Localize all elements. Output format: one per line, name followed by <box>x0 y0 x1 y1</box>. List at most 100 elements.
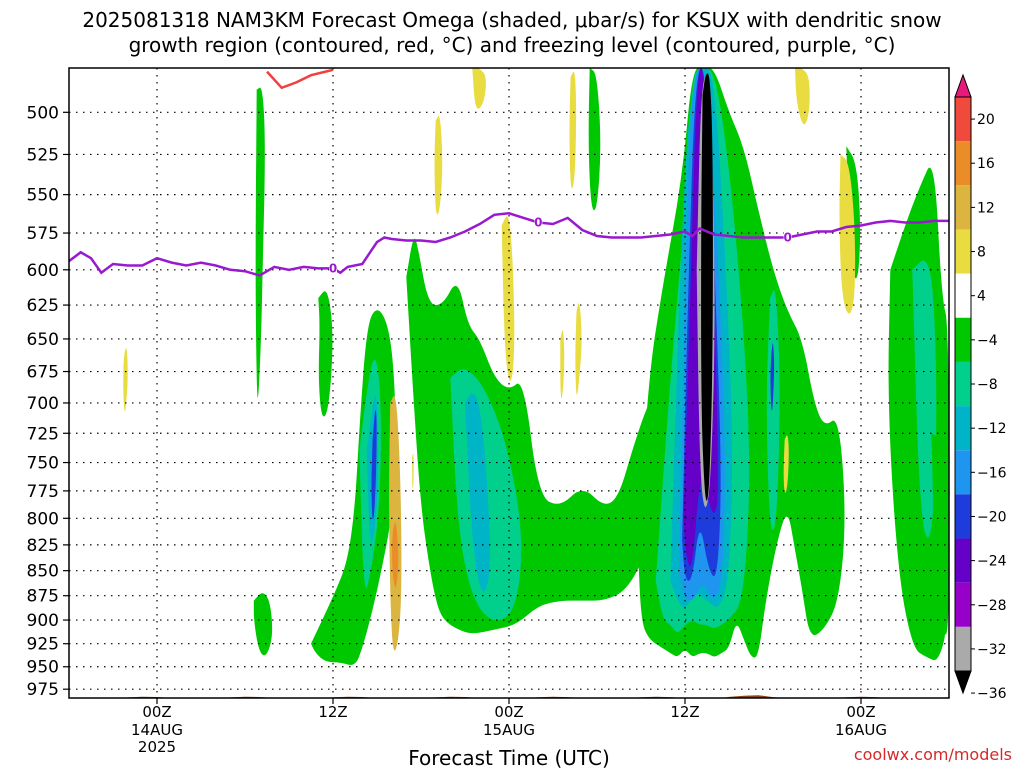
y-tick-label: 725 <box>27 424 59 444</box>
omega-region-2 <box>318 291 333 417</box>
x-tick-year: 2025 <box>138 738 176 756</box>
y-tick-label: 575 <box>27 224 59 244</box>
colorbar-cell <box>955 450 971 495</box>
omega-shading <box>123 68 949 665</box>
colorbar-label: −36 <box>977 686 1007 702</box>
omega-region-25 <box>701 73 713 501</box>
colorbar-cell <box>955 273 971 318</box>
colorbar-label: −16 <box>977 465 1007 481</box>
colorbar-label: 12 <box>977 200 995 216</box>
omega-region-17 <box>472 68 486 109</box>
omega-region-14 <box>434 115 443 215</box>
omega-region-1 <box>255 87 265 398</box>
x-tick-date: 14AUG <box>131 721 183 739</box>
freezing-level-line <box>69 212 949 277</box>
omega-region-16 <box>588 68 601 211</box>
y-tick-label: 950 <box>27 658 59 678</box>
colorbar-cell <box>955 626 971 671</box>
y-tick-label: 525 <box>27 145 59 165</box>
omega-region-34 <box>783 435 789 493</box>
y-tick-label: 500 <box>27 103 59 123</box>
colorbar-cell <box>955 229 971 274</box>
omega-region-12 <box>465 393 490 592</box>
omega-region-32 <box>766 290 780 531</box>
y-tick-label: 925 <box>27 635 59 655</box>
colorbar-cell <box>955 141 971 186</box>
colorbar-bottom-arrow <box>954 670 972 695</box>
omega-region-13 <box>501 216 515 381</box>
omega-region-31 <box>931 433 949 635</box>
colorbar-label: 16 <box>977 156 995 172</box>
grid-lines <box>69 68 949 698</box>
x-tick-date: 16AUG <box>835 721 887 739</box>
colorbar-label: −8 <box>977 377 998 393</box>
y-tick-label: 825 <box>27 536 59 556</box>
colorbar-label: 8 <box>977 245 986 261</box>
colorbar-label: −20 <box>977 509 1007 525</box>
omega-region-15 <box>575 303 582 395</box>
chart-title-line-2: growth region (contoured, red, °C) and f… <box>129 33 896 57</box>
y-tick-label: 775 <box>27 482 59 502</box>
freezing-label-bg <box>329 262 337 275</box>
y-tick-label: 900 <box>27 611 59 631</box>
colorbar-cell <box>955 317 971 362</box>
y-tick-label: 800 <box>27 509 59 529</box>
omega-region-0 <box>123 347 128 412</box>
y-tick-label: 975 <box>27 680 59 700</box>
y-tick-label: 650 <box>27 330 59 350</box>
omega-region-7 <box>371 410 377 520</box>
omega-region-36 <box>560 330 565 399</box>
dgz-contour-line <box>266 68 334 90</box>
omega-region-28 <box>839 154 856 314</box>
omega-region-30 <box>912 260 937 538</box>
watermark: coolwx.com/models <box>854 745 1012 764</box>
omega-region-37 <box>412 453 414 489</box>
freezing-level-contour-label: 0 <box>534 215 542 229</box>
colorbar-label: −12 <box>977 421 1007 437</box>
colorbar-top-arrow <box>954 73 972 98</box>
x-tick-label: 00Z <box>494 703 523 721</box>
x-axis-label: Forecast Time (UTC) <box>408 746 610 768</box>
colorbar-cell <box>955 185 971 230</box>
freezing-label-bg <box>534 216 543 229</box>
y-tick-label: 750 <box>27 454 59 474</box>
y-tick-label: 850 <box>27 562 59 582</box>
x-tick-label: 00Z <box>846 703 875 721</box>
omega-region-33 <box>770 343 775 411</box>
contour-lines: 0 0 0 <box>69 68 949 277</box>
colorbar-cell <box>955 97 971 142</box>
omega-region-35 <box>569 71 577 189</box>
x-tick-label: 00Z <box>142 703 171 721</box>
colorbar-cell <box>955 361 971 407</box>
colorbar-cell <box>955 406 971 451</box>
colorbar-label: −24 <box>977 554 1007 570</box>
omega-region-9 <box>392 522 399 588</box>
colorbar: 20 16 12 8 4 −4 −8 −12 −16 −20 −24 −28 −32 −36 <box>954 73 1007 702</box>
colorbar-label: −4 <box>977 333 998 349</box>
colorbar-label: 4 <box>977 289 986 305</box>
x-tick-date: 15AUG <box>483 721 535 739</box>
colorbar-label: 20 <box>977 112 995 128</box>
y-tick-label: 625 <box>27 296 59 316</box>
chart-title-line-1: 2025081318 NAM3KM Forecast Omega (shaded… <box>82 8 941 32</box>
colorbar-cell <box>955 494 971 539</box>
x-tick-label: 12Z <box>318 703 347 721</box>
y-tick-label: 600 <box>27 261 59 281</box>
y-tick-label: 875 <box>27 587 59 607</box>
freezing-level-contour-label: 0 <box>783 231 791 245</box>
omega-region-26 <box>795 68 810 125</box>
colorbar-cell <box>955 582 971 627</box>
y-axis: 500 525 550 575 600 625 650 675 700 725 750 775 800 8… <box>27 103 69 700</box>
omega-region-3 <box>253 593 273 656</box>
x-tick-label: 12Z <box>670 703 699 721</box>
freezing-level-contour-label: 0 <box>329 261 337 275</box>
y-tick-label: 675 <box>27 363 59 383</box>
y-tick-label: 700 <box>27 394 59 414</box>
y-tick-label: 550 <box>27 186 59 206</box>
colorbar-cell <box>955 538 971 583</box>
freezing-label-bg <box>783 231 792 244</box>
colorbar-label: −32 <box>977 642 1007 658</box>
colorbar-label: −28 <box>977 598 1007 614</box>
